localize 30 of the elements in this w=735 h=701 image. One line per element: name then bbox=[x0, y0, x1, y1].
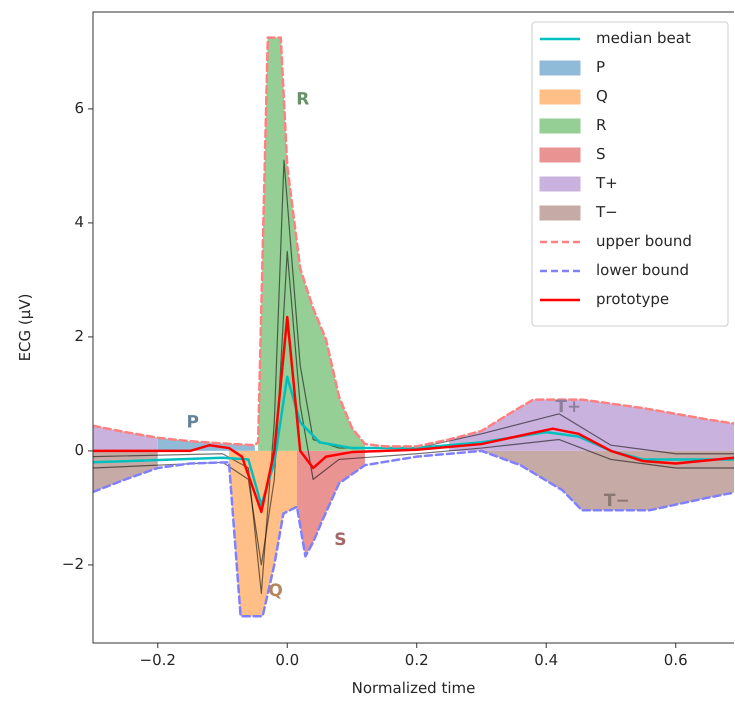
y-tick-label: 2 bbox=[74, 327, 84, 346]
x-tick-label: 0.4 bbox=[534, 651, 558, 669]
x-tick-label: −0.2 bbox=[140, 651, 176, 669]
annotation: P bbox=[186, 412, 199, 433]
annotation: T+ bbox=[555, 396, 582, 417]
line-series bbox=[93, 450, 734, 618]
legend-label: Q bbox=[596, 87, 608, 106]
legend-label: P bbox=[596, 58, 606, 76]
legend-label: prototype bbox=[596, 290, 670, 308]
y-tick-label: −2 bbox=[62, 555, 84, 574]
x-tick-label: 0.2 bbox=[404, 651, 429, 669]
y-axis-title: ECG (μV) bbox=[16, 294, 34, 362]
annotation: R bbox=[296, 89, 310, 110]
annotation: T− bbox=[604, 490, 630, 511]
legend-label: median beat bbox=[596, 29, 691, 48]
legend-label: T− bbox=[595, 203, 618, 222]
legend-label: T+ bbox=[595, 174, 618, 192]
y-tick-label: 6 bbox=[74, 98, 84, 118]
legend-label: S bbox=[596, 145, 606, 164]
y-tick-label: 0 bbox=[74, 441, 84, 460]
legend-label: lower bound bbox=[596, 261, 690, 280]
x-axis-title: Normalized time bbox=[352, 679, 476, 697]
legend-label: R bbox=[596, 116, 606, 134]
y-tick-label: 4 bbox=[74, 212, 84, 232]
annotation: Q bbox=[268, 581, 283, 602]
x-tick-label: 0.0 bbox=[275, 651, 300, 669]
legend-label: upper bound bbox=[596, 232, 692, 250]
annotation: S bbox=[334, 530, 346, 550]
x-tick-label: 0.6 bbox=[664, 651, 688, 669]
line-series bbox=[93, 316, 734, 514]
